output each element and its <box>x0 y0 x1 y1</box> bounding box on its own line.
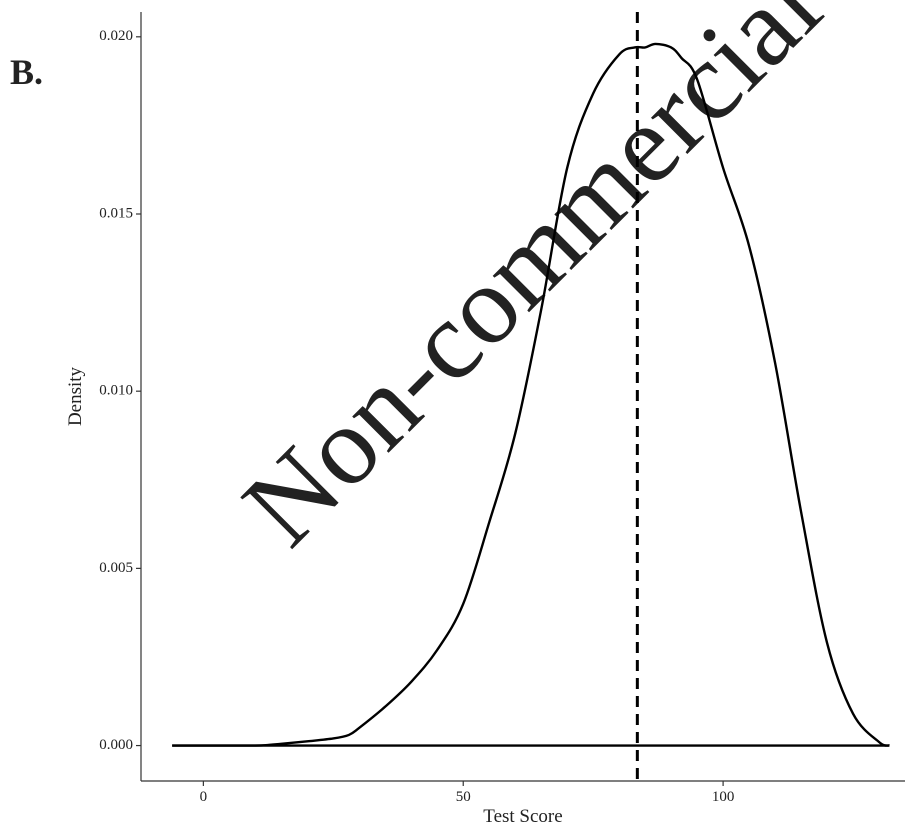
axes: 0.000 0.005 0.010 0.015 0.020 0 50 100 <box>99 12 905 805</box>
panel-label: B. <box>10 52 43 92</box>
density-curve <box>172 42 890 747</box>
x-axis-title: Test Score <box>483 806 562 827</box>
y-tick-label: 0.010 <box>99 383 133 399</box>
y-tick-label: 0.020 <box>99 28 133 44</box>
y-tick-label: 0.015 <box>99 205 133 221</box>
x-tick-label: 100 <box>712 789 735 805</box>
y-tick-label: 0.005 <box>99 560 133 576</box>
y-tick-label: 0.000 <box>99 737 133 753</box>
watermark-text: Non-commercial <box>220 0 844 569</box>
x-tick-label: 0 <box>200 789 208 805</box>
plot-area <box>172 12 890 781</box>
x-tick-label: 50 <box>456 789 471 805</box>
y-axis-title: Density <box>65 366 86 426</box>
